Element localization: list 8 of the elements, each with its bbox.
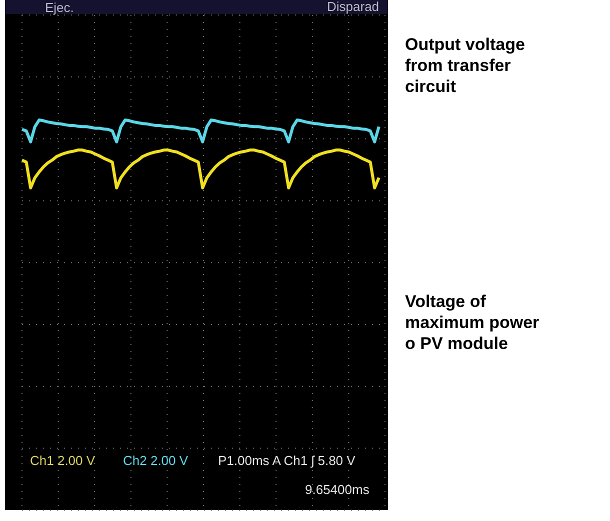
annotation: 9.65400ms [305, 482, 370, 497]
text: Disparad [327, 0, 380, 14]
text: Ejec. [45, 0, 74, 15]
annotation: P1.00ms A Ch1 ʃ 5.80 V [218, 453, 356, 468]
text: Voltage of maximum power o PV module [405, 292, 540, 353]
annotation: Ch2 2.00 V [123, 453, 188, 468]
text: Output voltage from transfer circuit [405, 35, 525, 96]
annotation: Ch1 2.00 V [30, 453, 96, 468]
